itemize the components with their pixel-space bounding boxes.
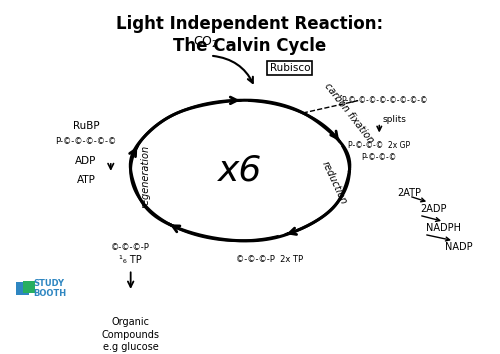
Text: ©-©-©-P  2x TP: ©-©-©-P 2x TP — [236, 255, 304, 264]
Text: The Calvin Cycle: The Calvin Cycle — [174, 37, 326, 55]
Text: ADP: ADP — [74, 156, 96, 166]
Text: regeneration: regeneration — [140, 145, 150, 209]
Text: ©-©-©-P: ©-©-©-P — [111, 242, 150, 252]
Text: reduction: reduction — [320, 160, 349, 206]
Text: ¹₆ TP: ¹₆ TP — [120, 255, 142, 265]
Text: NADP: NADP — [445, 242, 472, 252]
Text: Rubisco: Rubisco — [270, 63, 310, 73]
Text: P-©-©-©-©-©-©-©-©: P-©-©-©-©-©-©-©-© — [341, 96, 428, 105]
Text: P-©-©-©: P-©-©-© — [362, 153, 397, 162]
FancyBboxPatch shape — [16, 282, 28, 295]
Text: Organic
Compounds
e.g glucose: Organic Compounds e.g glucose — [102, 317, 160, 352]
Text: STUDY
BOOTH: STUDY BOOTH — [34, 279, 67, 298]
Text: splits: splits — [382, 115, 406, 124]
Text: Light Independent Reaction:: Light Independent Reaction: — [116, 15, 384, 33]
Text: carbon fixation: carbon fixation — [323, 81, 376, 145]
Text: NADPH: NADPH — [426, 223, 462, 233]
Text: P-©-©-©  2x GP: P-©-©-© 2x GP — [348, 141, 410, 149]
Text: ATP: ATP — [77, 175, 96, 185]
FancyBboxPatch shape — [23, 281, 35, 293]
Text: 2ADP: 2ADP — [420, 204, 447, 214]
Text: x6: x6 — [218, 154, 262, 188]
Text: CO$_2$: CO$_2$ — [192, 35, 218, 50]
Text: 2ATP: 2ATP — [397, 188, 421, 198]
Text: P-©-©-©-©-©: P-©-©-©-©-© — [56, 137, 116, 146]
Text: RuBP: RuBP — [72, 121, 99, 131]
